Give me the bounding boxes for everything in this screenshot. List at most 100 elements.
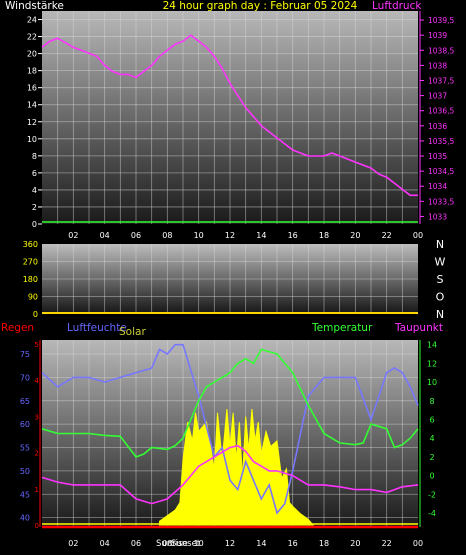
legend-taupunkt: Taupunkt	[394, 322, 443, 334]
pressure-tick-label: 1034,5	[428, 167, 454, 176]
x-tick-label: 16	[288, 539, 298, 548]
direction-tick-label: 180	[23, 275, 38, 284]
humidity-line	[41, 343, 419, 515]
x-tick-label: 00	[413, 231, 423, 240]
wind-tick-label: 22	[27, 33, 37, 42]
direction-tick-label: 270	[23, 258, 38, 267]
pressure-tick-label: 1038,5	[428, 46, 454, 55]
x-tick-label: 10	[194, 231, 204, 240]
wind-tick-label: 12	[27, 118, 37, 127]
temperature-line	[41, 348, 419, 458]
direction-tick-label: 360	[23, 240, 38, 249]
rain-tick-label: 1	[35, 486, 39, 494]
x-tick-label: 22	[382, 539, 392, 548]
pressure-tick-label: 1039,5	[428, 16, 454, 25]
pressure-tick-label: 1038	[428, 61, 447, 70]
humidity-tick-label: 50	[20, 467, 30, 476]
humidity-tick-label: 70	[20, 373, 30, 382]
pressure-line	[41, 34, 418, 197]
wind-tick-label: 4	[32, 186, 37, 195]
pressure-tick-label: 1033	[428, 212, 447, 221]
pressure-tick-label: 1039	[428, 31, 447, 40]
climate-x-axis-labels: 02 04 06 08 10 12 14 16 18 20 22 00	[68, 539, 423, 548]
pressure-tick-label: 1037,5	[428, 76, 454, 85]
x-tick-label: 18	[319, 231, 329, 240]
humidity-tick-label: 55	[20, 444, 30, 453]
wind-direction-axis-labels: 0 90 180 270 360	[23, 240, 38, 319]
x-tick-label: 16	[288, 231, 298, 240]
temperature-tick-label: 8	[429, 397, 434, 406]
dewpoint-line	[41, 444, 419, 505]
rain-tick-label: 4	[35, 377, 40, 385]
x-tick-label: 14	[256, 231, 266, 240]
compass-label: N	[436, 308, 444, 321]
humidity-tick-label: 75	[20, 350, 30, 359]
temperature-axis-labels: -4 -2 0 2 4 6 8 10 12 14	[419, 340, 437, 527]
temperature-tick-label: 12	[427, 359, 437, 368]
pressure-tick-label: 1033,5	[428, 197, 454, 206]
pressure-tick-label: 1034	[428, 182, 447, 191]
graph-title: 24 hour graph day : Februar 05 2024	[163, 0, 358, 12]
x-tick-label: 06	[131, 539, 141, 548]
direction-tick-label: 90	[28, 293, 38, 302]
wind-pressure-grid	[42, 11, 418, 224]
rain-tick-label: 3	[35, 413, 39, 421]
pressure-tick-label: 1035,5	[428, 137, 454, 146]
wind-tick-label: 20	[27, 50, 37, 59]
temperature-tick-label: -2	[428, 490, 436, 499]
wind-tick-label: 8	[32, 152, 37, 161]
wind-tick-label: 18	[27, 67, 37, 76]
humidity-axis-labels: 40 45 50 55 60 65 70 75	[20, 350, 30, 523]
x-tick-label: 02	[68, 539, 78, 548]
pressure-axis-labels: 1033 1033,5 1034 1034,5 1035 1035,5 1036 1036,5…	[419, 11, 454, 224]
x-tick-label: 08	[162, 231, 172, 240]
wind-pressure-series	[41, 34, 418, 223]
x-tick-label: 20	[350, 539, 360, 548]
x-tick-label: 00	[413, 539, 423, 548]
x-tick-label: 12	[225, 231, 235, 240]
x-tick-label: 18	[319, 539, 329, 548]
compass-label: O	[436, 291, 445, 304]
humidity-tick-label: 60	[20, 420, 30, 429]
wind-tick-label: 16	[27, 84, 37, 93]
wind-tick-label: 2	[32, 203, 37, 212]
compass-label: W	[435, 256, 446, 269]
temperature-tick-label: -4	[428, 509, 436, 518]
x-tick-label: 12	[225, 539, 235, 548]
temperature-tick-label: 0	[429, 472, 434, 481]
x-tick-label: 06	[131, 231, 141, 240]
wind-tick-label: 6	[32, 169, 37, 178]
humidity-tick-label: 45	[20, 490, 30, 499]
climate-grid	[42, 340, 418, 527]
wind-pressure-x-axis-labels: 02 04 06 08 10 12 14 16 18 20 22 00	[68, 231, 423, 240]
x-tick-label: 04	[100, 231, 110, 240]
wind-tick-label: 10	[27, 135, 37, 144]
humidity-tick-label: 40	[20, 514, 30, 523]
x-tick-label: 20	[350, 231, 360, 240]
x-tick-label: 02	[68, 231, 78, 240]
sunrise-label: Sunrise	[156, 539, 188, 549]
legend-solar: Solar	[119, 326, 146, 338]
x-tick-label: 22	[382, 231, 392, 240]
rain-tick-label: 0	[35, 522, 39, 530]
legend-temperatur: Temperatur	[311, 322, 373, 334]
x-tick-label: 08	[162, 539, 172, 548]
wind-direction-grid	[42, 244, 418, 314]
wind-label: Windstärke	[5, 0, 64, 12]
temperature-tick-label: 10	[427, 378, 437, 387]
pressure-tick-label: 1037	[428, 92, 447, 101]
x-tick-label: 14	[256, 539, 266, 548]
wind-tick-label: 0	[32, 220, 37, 229]
climate-series	[41, 343, 419, 529]
temperature-tick-label: 6	[429, 415, 434, 424]
x-tick-label: 04	[100, 539, 110, 548]
pressure-tick-label: 1035	[428, 152, 447, 161]
legend-regen: Regen	[1, 322, 34, 334]
rain-tick-label: 5	[35, 341, 39, 349]
compass-label: N	[436, 238, 444, 251]
compass-label: S	[437, 273, 444, 286]
rain-tick-label: 2	[35, 450, 39, 458]
direction-tick-label: 0	[33, 310, 38, 319]
